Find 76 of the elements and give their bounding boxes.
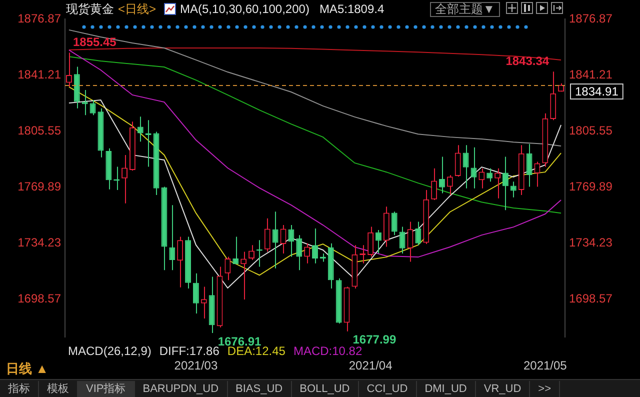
candlestick [534,161,540,188]
y-tick-label: 1698.57 [18,291,62,306]
text: VR_UD [484,382,522,394]
y2-tick-label: 1734.23 [569,235,613,250]
x-tick-label: 2021/03 [174,358,218,373]
candlestick [177,236,184,288]
text: 模板 [47,382,69,394]
text: BARUPDN_UD [142,382,219,394]
text: 全部主题▼ [435,2,495,16]
y-tick-label: 1841.21 [18,67,62,82]
text: DMI_UD [424,382,467,394]
candlestick [82,89,88,116]
y2-tick-label: 1769.89 [569,179,613,194]
annotation: 1843.34 [506,54,550,68]
candlestick [462,144,469,189]
candlestick [550,71,556,121]
candlestick [192,272,199,314]
text: VIP指标 [86,382,126,394]
text: 指标 [8,382,30,394]
candlestick [122,154,128,204]
candlestick [240,251,247,300]
candlestick [368,226,374,258]
text: BOLL_UD [300,382,350,394]
text: MACD:10.82 [293,344,362,358]
candlestick [391,211,398,236]
y2-tick-label: 1876.87 [569,11,613,26]
candlestick [272,211,278,269]
x-tick-label: 2021/04 [348,358,393,373]
candlestick [232,236,239,265]
text: DEA:12.45 [227,344,286,358]
ref-line-label: 1834.91 [575,84,619,98]
y2-tick-label: 1805.55 [569,123,613,138]
candlestick [478,168,485,189]
candlestick [502,156,508,211]
y-tick-label: 1734.23 [18,235,62,250]
candlestick [200,286,207,319]
candlestick [137,116,144,142]
candlestick [454,144,461,178]
candlestick [376,230,382,254]
text: CCI_UD [366,382,408,394]
text: MA(5,10,30,60,100,200) [180,2,310,16]
candlestick [312,228,318,264]
candlestick [415,221,422,246]
candlestick [399,226,406,254]
chart-title: 现货黄金 [66,0,114,18]
x-tick-label: 2021/05 [523,358,568,373]
annotation: 1677.99 [352,332,396,347]
y-tick-label: 1805.55 [18,123,62,138]
candlestick [526,143,532,188]
candlestick [431,168,438,201]
y-tick-label: 1769.89 [18,179,62,194]
candlestick [446,174,453,196]
text: 日线 ▲ [6,361,48,376]
candlestick [90,99,96,116]
text: MACD(26,12,9) [68,344,152,358]
candlestick [224,256,231,281]
candlestick [494,168,501,199]
y-tick-label: 1876.87 [18,11,62,26]
text: BIAS_UD [236,382,283,394]
candlestick [264,218,270,252]
candlestick [486,168,493,182]
candlestick [304,242,310,264]
candlestick [169,204,176,271]
candlestick [288,224,294,258]
y2-tick-label: 1698.57 [569,291,613,306]
annotation: 1855.45 [72,34,117,49]
candlestick [510,181,516,198]
candlestick [439,156,445,194]
text: >> [538,382,552,394]
text: MA5:1809.4 [319,2,384,16]
candlestick [470,146,477,189]
candlestick [66,52,72,88]
y2-tick-label: 1841.21 [569,67,613,82]
candlestick [296,234,302,271]
chart-subtitle: <日线> [118,0,156,18]
text: DIFF:17.86 [159,344,220,358]
